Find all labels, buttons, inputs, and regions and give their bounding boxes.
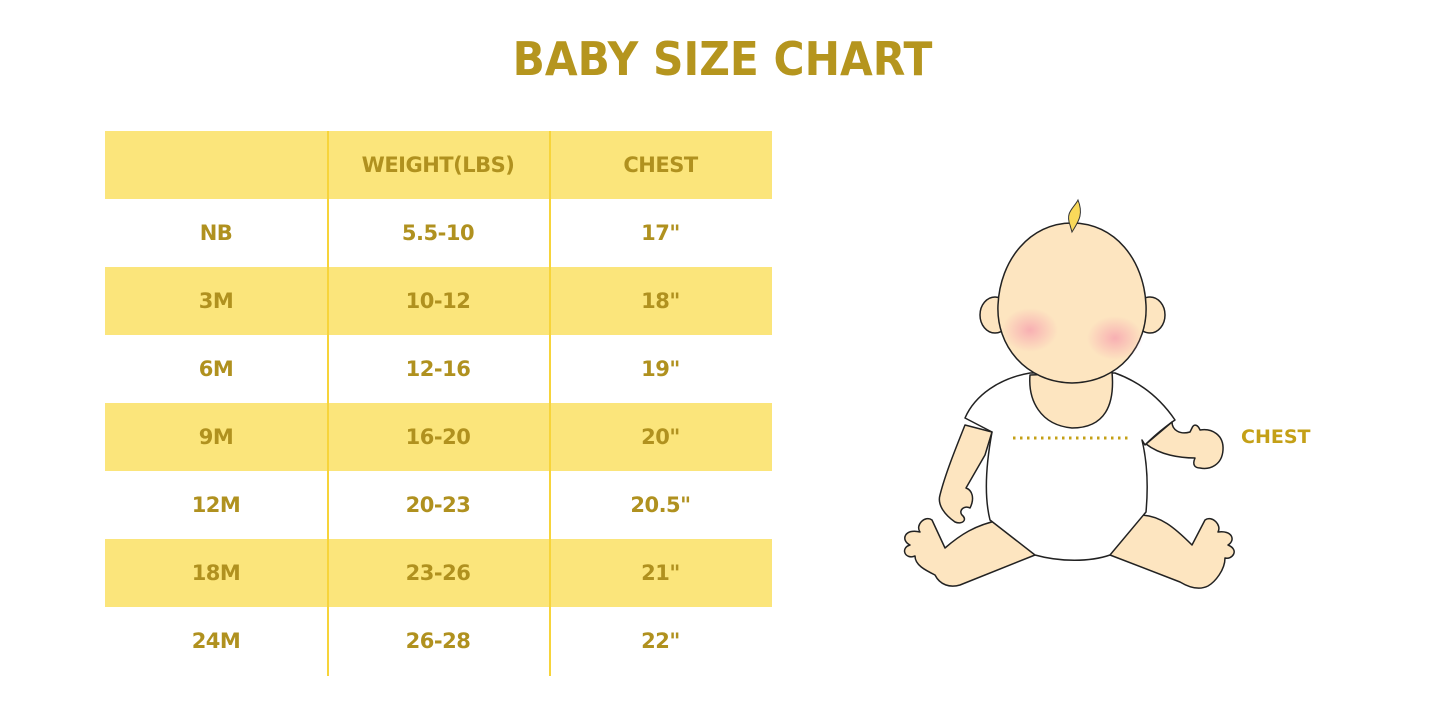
weight-cell: 12-16 <box>405 357 471 381</box>
weight-cell: 16-20 <box>405 425 471 449</box>
header-cell-size <box>105 131 327 199</box>
chest-label: CHEST <box>1241 426 1311 448</box>
left-leg <box>903 518 1036 587</box>
size-cell: 9M <box>198 425 234 449</box>
baby-illustration <box>903 198 1235 589</box>
chest-cell: 19" <box>641 357 680 381</box>
weight-cell: 5.5-10 <box>401 221 475 245</box>
chest-cell: 22" <box>641 629 680 653</box>
chest-cell: 21" <box>641 561 680 585</box>
size-cell: 6M <box>198 357 234 381</box>
size-table: WEIGHT(LBS) CHEST NB 5.5-10 17" 3M 10-12… <box>105 131 772 675</box>
table-row: 6M 12-16 19" <box>105 335 772 403</box>
table-row: 9M 16-20 20" <box>105 403 772 471</box>
table-header-row: WEIGHT(LBS) CHEST <box>105 131 772 199</box>
column-divider <box>549 131 551 676</box>
weight-cell: 23-26 <box>405 561 471 585</box>
page-title: BABY SIZE CHART <box>512 32 933 86</box>
size-cell: 12M <box>191 493 241 517</box>
weight-cell: 20-23 <box>405 493 471 517</box>
right-arm <box>1145 421 1224 470</box>
size-cell: 24M <box>191 629 241 653</box>
size-cell: 3M <box>198 289 234 313</box>
chest-cell: 20" <box>641 425 680 449</box>
column-divider <box>327 131 329 676</box>
head <box>997 222 1147 384</box>
hair-curl <box>1068 198 1081 234</box>
right-cheek-blush <box>1087 316 1143 360</box>
table-row: 12M 20-23 20.5" <box>105 471 772 539</box>
size-cell: NB <box>199 221 233 245</box>
table-row: 3M 10-12 18" <box>105 267 772 335</box>
weight-cell: 10-12 <box>405 289 471 313</box>
table-row: NB 5.5-10 17" <box>105 199 772 267</box>
table-row: 24M 26-28 22" <box>105 607 772 675</box>
table-row: 18M 23-26 21" <box>105 539 772 607</box>
chest-cell: 18" <box>641 289 680 313</box>
chest-cell: 20.5" <box>630 493 691 517</box>
onesie <box>964 372 1176 561</box>
weight-cell: 26-28 <box>405 629 471 653</box>
header-cell-weight: WEIGHT(LBS) <box>361 153 515 177</box>
size-cell: 18M <box>191 561 241 585</box>
right-leg <box>1109 514 1235 589</box>
header-cell-chest: CHEST <box>623 153 698 177</box>
chest-cell: 17" <box>641 221 680 245</box>
left-cheek-blush <box>1002 308 1058 352</box>
neck <box>1029 371 1114 429</box>
left-arm <box>938 424 993 524</box>
